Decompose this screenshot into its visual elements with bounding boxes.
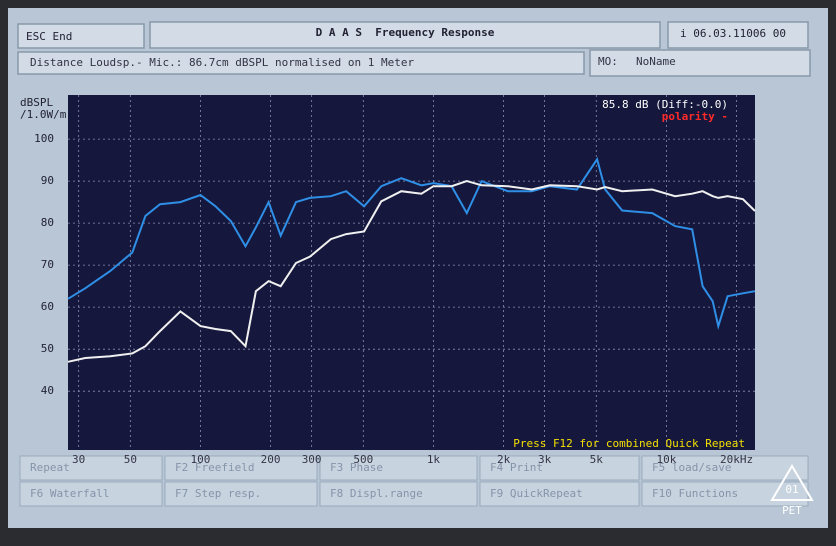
softkey-label[interactable]: F4 Print xyxy=(490,461,543,474)
model: NoName xyxy=(636,55,676,68)
y-axis-label: dBSPL xyxy=(20,96,53,109)
softkey-label[interactable]: F3 Phase xyxy=(330,461,383,474)
model-label: MO: xyxy=(598,55,618,68)
softkey[interactable] xyxy=(19,455,163,481)
distance-box xyxy=(17,51,585,75)
x-tick-label: 5k xyxy=(590,453,604,466)
y-tick-label: 40 xyxy=(41,384,54,397)
softkey[interactable] xyxy=(164,455,318,481)
y-tick-label: 90 xyxy=(41,174,54,187)
esc-box[interactable] xyxy=(17,23,145,49)
y-axis-label: /1.0W/m xyxy=(20,108,67,121)
softkey[interactable] xyxy=(641,455,809,481)
x-tick-label: 1k xyxy=(427,453,441,466)
softkey-label[interactable]: F2 Freefield xyxy=(175,461,254,474)
title: D A A S Frequency Response xyxy=(316,26,495,39)
sticker-code: 01 xyxy=(785,483,798,496)
polarity: polarity - xyxy=(662,110,728,123)
x-tick-label: 10k xyxy=(656,453,676,466)
x-tick-label: 30 xyxy=(72,453,85,466)
softkey-label[interactable]: F9 QuickRepeat xyxy=(490,487,583,500)
model-box xyxy=(589,49,811,77)
softkey-label[interactable]: F8 Displ.range xyxy=(330,487,423,500)
title-box xyxy=(149,21,661,49)
softkey[interactable] xyxy=(319,455,478,481)
x-tick-label: 50 xyxy=(124,453,137,466)
hint: Press F12 for combined Quick Repeat xyxy=(513,437,745,450)
info: i 06.03.11006 00 xyxy=(680,27,786,40)
y-tick-label: 80 xyxy=(41,216,54,229)
y-tick-label: 70 xyxy=(41,258,54,271)
series-line xyxy=(67,180,756,363)
y-tick-label: 60 xyxy=(41,300,54,313)
plot-area xyxy=(68,95,755,450)
softkey[interactable] xyxy=(19,481,163,507)
x-tick-label: 100 xyxy=(191,453,211,466)
softkey-label[interactable]: F5 load/save xyxy=(652,461,731,474)
softkey[interactable] xyxy=(164,481,318,507)
softkey[interactable] xyxy=(479,481,640,507)
distance: Distance Loudsp.- Mic.: 86.7cm dBSPL nor… xyxy=(30,56,414,69)
softkey-label[interactable]: F6 Waterfall xyxy=(30,487,109,500)
series-line xyxy=(67,156,756,330)
y-tick-label: 100 xyxy=(34,132,54,145)
softkey[interactable] xyxy=(479,455,640,481)
y-tick-label: 50 xyxy=(41,342,54,355)
info-box xyxy=(667,21,809,49)
x-tick-label: 20kHz xyxy=(720,453,753,466)
x-tick-label: 300 xyxy=(302,453,322,466)
softkey[interactable] xyxy=(319,481,478,507)
esc[interactable]: ESC End xyxy=(26,30,72,43)
x-tick-label: 2k xyxy=(497,453,511,466)
sticker-material: PET xyxy=(782,504,802,517)
x-tick-label: 200 xyxy=(261,453,281,466)
x-tick-label: 500 xyxy=(353,453,373,466)
recycle-icon xyxy=(770,464,814,501)
softkey-label[interactable]: F7 Step resp. xyxy=(175,487,261,500)
x-tick-label: 3k xyxy=(538,453,552,466)
level: 85.8 dB (Diff:-0.0) xyxy=(602,98,728,111)
softkey-label[interactable]: Repeat xyxy=(30,461,70,474)
softkey-label[interactable]: F10 Functions xyxy=(652,487,738,500)
